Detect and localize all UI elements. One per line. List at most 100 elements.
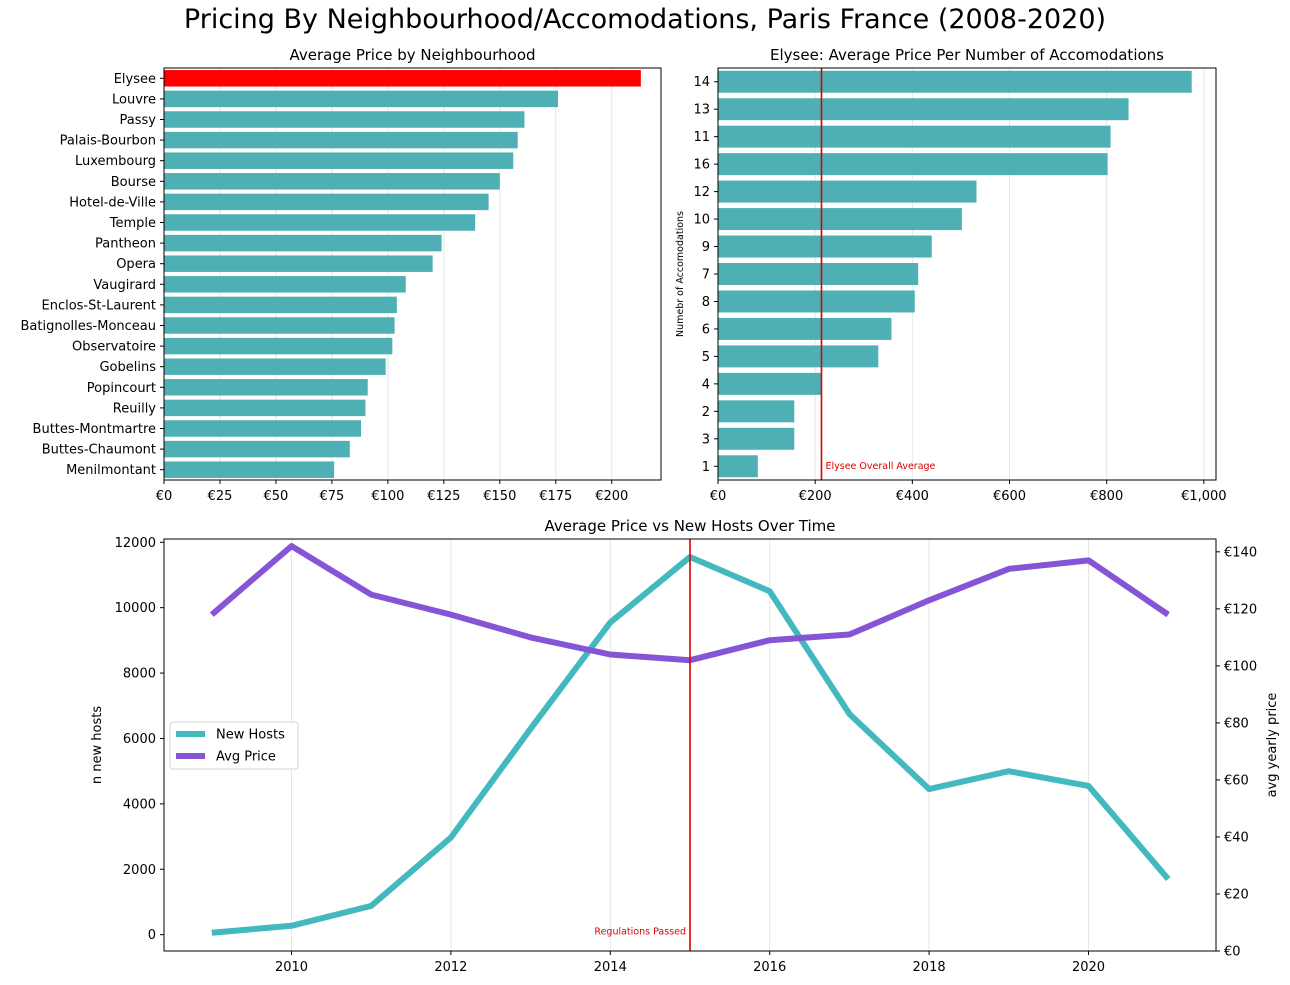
bar-pantheon <box>164 234 442 252</box>
figure-title: Pricing By Neighbourhood/Accomodations, … <box>183 4 1107 35</box>
x-tick-label: €200 <box>799 489 832 504</box>
x-tick-label: €0 <box>710 489 727 504</box>
category-label: Opera <box>116 257 156 272</box>
x-tick-label: €125 <box>427 489 460 504</box>
y-right-tick-label: €40 <box>1224 830 1249 845</box>
y-right-tick-label: €100 <box>1224 659 1257 674</box>
y-right-tick-label: €120 <box>1224 602 1257 617</box>
y-right-tick-label: €20 <box>1224 887 1249 902</box>
x-tick-label: €25 <box>208 489 233 504</box>
category-label: Buttes-Chaumont <box>42 443 156 458</box>
bar-9 <box>718 235 932 258</box>
category-label: 4 <box>702 377 710 392</box>
y-tick-label: 8000 <box>123 667 156 682</box>
category-label: 7 <box>702 268 710 283</box>
bar-13 <box>718 98 1129 121</box>
x-tick-label: 2020 <box>1072 960 1105 975</box>
bar-2 <box>718 400 795 423</box>
x-tick-label: €100 <box>371 489 404 504</box>
bar-gobelins <box>164 358 386 375</box>
bar-batignolles-monceau <box>164 317 395 334</box>
category-label: Louvre <box>112 92 156 107</box>
chart-neighbourhood: Elysee Louvre Passy Palais-Bourbon Luxembour… <box>21 46 662 504</box>
y-right-tick-label: €60 <box>1224 773 1249 788</box>
category-label: Luxembourg <box>75 154 156 169</box>
category-label: Buttes-Montmartre <box>33 422 156 437</box>
bar-enclos-st-laurent <box>164 296 397 314</box>
y-tick-label: 2000 <box>123 863 156 878</box>
category-label: Menilmontant <box>66 463 156 478</box>
bar-opera <box>164 255 433 272</box>
bar-14 <box>718 70 1192 93</box>
category-label: 11 <box>693 130 710 145</box>
bar-1 <box>718 455 758 478</box>
x-tick-label: 2016 <box>753 960 786 975</box>
category-label: Popincourt <box>87 381 156 396</box>
y-right-tick-label: €0 <box>1224 945 1241 960</box>
axes-frame <box>163 67 662 481</box>
x-tick-label: 2010 <box>275 960 308 975</box>
y-axis-label: Numebr of Accomodations <box>675 211 686 337</box>
x-tick-label: 2014 <box>594 960 627 975</box>
bar-observatoire <box>164 337 393 355</box>
y-tick-label: 10000 <box>115 601 156 616</box>
bar-4 <box>718 372 822 395</box>
bar-11 <box>718 125 1111 148</box>
axes-frame <box>717 67 1217 481</box>
bar-7 <box>718 263 919 285</box>
y-tick-label: 6000 <box>123 732 156 747</box>
chart-title: Elysee: Average Price Per Number of Acco… <box>770 46 1164 64</box>
category-label: Temple <box>109 216 156 231</box>
category-label: 13 <box>693 103 710 118</box>
chart-elysee-accomodations: 14 13 11 16 12 10 9 7 8 6 5 4 2 3 1 Elysee Overall Aver… <box>675 46 1227 504</box>
bar-10 <box>718 208 962 231</box>
category-label: Hotel-de-Ville <box>69 195 156 210</box>
bar-passy <box>164 111 525 128</box>
category-label: Bourse <box>111 175 156 190</box>
x-tick-label: 2018 <box>913 960 946 975</box>
category-label: Elysee <box>114 72 156 87</box>
x-tick-label: €800 <box>1090 489 1123 504</box>
bar-menilmontant <box>164 461 335 478</box>
y-right-tick-label: €140 <box>1224 545 1257 560</box>
y-axis-label-right: avg yearly price <box>1265 693 1280 798</box>
y-tick-label: 12000 <box>115 536 156 551</box>
x-tick-label: 2012 <box>434 960 467 975</box>
legend-label: Avg Price <box>216 750 276 765</box>
bar-reuilly <box>164 399 366 417</box>
chart-title: Average Price by Neighbourhood <box>289 46 535 64</box>
x-tick-label: €600 <box>993 489 1026 504</box>
legend-label: New Hosts <box>216 728 285 743</box>
category-label: Batignolles-Monceau <box>21 319 156 334</box>
bar-louvre <box>164 90 559 108</box>
x-tick-label: €50 <box>264 489 289 504</box>
category-label: Reuilly <box>113 401 157 416</box>
y-tick-label: 0 <box>148 928 156 943</box>
category-label: Observatoire <box>72 340 156 355</box>
axes-frame <box>163 538 1217 952</box>
category-label: Vaugirard <box>93 278 156 293</box>
bar-buttes-chaumont <box>164 440 350 458</box>
category-label: 1 <box>702 460 710 475</box>
bar-luxembourg <box>164 152 514 169</box>
x-tick-label: €150 <box>483 489 516 504</box>
category-label: Palais-Bourbon <box>60 134 156 149</box>
reference-line-label: Elysee Overall Average <box>825 461 935 472</box>
x-tick-label: €400 <box>896 489 929 504</box>
category-label: 3 <box>702 432 710 447</box>
bar-vaugirard <box>164 276 406 293</box>
legend: New Hosts Avg Price <box>169 721 299 770</box>
x-tick-label: €200 <box>595 489 628 504</box>
x-tick-label: €75 <box>319 489 344 504</box>
category-label: 2 <box>702 405 710 420</box>
bar-8 <box>718 290 915 313</box>
reference-line-label: Regulations Passed <box>594 927 686 938</box>
category-label: 10 <box>693 213 710 228</box>
category-label: Pantheon <box>95 237 156 252</box>
category-label: Passy <box>120 113 157 128</box>
bar-popincourt <box>164 379 368 396</box>
category-label: 5 <box>702 350 710 365</box>
bar-hotel-de-ville <box>164 193 489 211</box>
bar-6 <box>718 317 892 340</box>
